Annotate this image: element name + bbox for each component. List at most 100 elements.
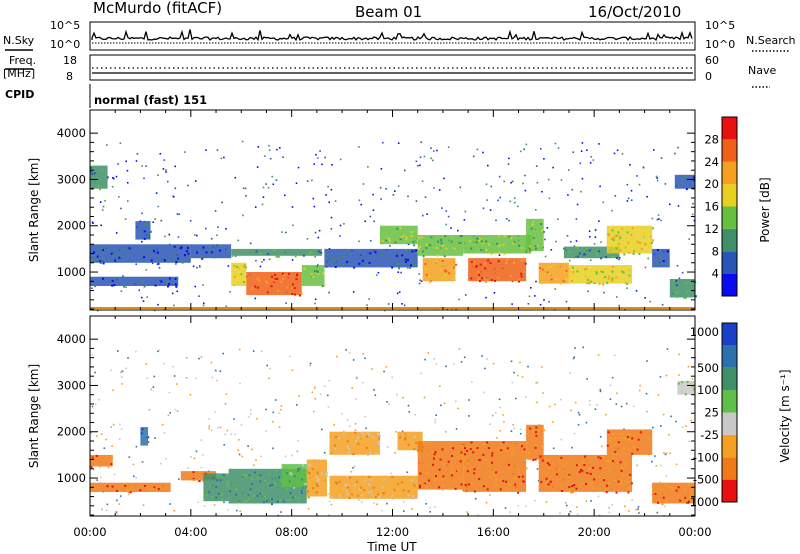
velocity-speckle	[311, 468, 314, 471]
power-noise-point	[367, 166, 369, 168]
power-speckle	[444, 273, 447, 276]
power-noise-point	[368, 298, 370, 300]
power-speckle	[686, 290, 689, 293]
velocity-speckle	[346, 476, 349, 478]
velocity-speckle	[110, 463, 113, 466]
velocity-noise-point	[527, 365, 529, 368]
velocity-noise-point	[119, 495, 122, 497]
velocity-noise-point	[559, 398, 562, 401]
power-noise-point	[125, 286, 127, 288]
velocity-noise-point	[291, 454, 293, 457]
colorbar-frame	[721, 322, 738, 503]
power-noise-point	[377, 271, 380, 274]
velocity-speckle	[471, 483, 474, 486]
power-noise-point	[267, 187, 270, 189]
velocity-speckle	[505, 480, 508, 483]
velocity-speckle	[368, 434, 371, 437]
velocity-speckle	[335, 436, 338, 438]
velocity-speckle	[262, 501, 265, 504]
velocity-speckle	[436, 477, 439, 480]
velocity-speckle	[451, 474, 454, 477]
velocity-noise-point	[313, 387, 316, 389]
velocity-speckle	[464, 458, 467, 461]
power-echo-region-20	[652, 248, 670, 268]
power-speckle	[628, 251, 631, 254]
velocity-speckle	[508, 463, 510, 466]
velocity-noise-point	[586, 378, 588, 380]
power-speckle	[448, 272, 451, 275]
power-noise-point	[366, 304, 368, 306]
power-speckle	[403, 263, 406, 265]
power-speckle	[475, 241, 478, 244]
power-speckle	[101, 248, 104, 251]
velocity-speckle	[248, 498, 250, 501]
velocity-speckle	[597, 456, 600, 459]
power-noise-point	[156, 263, 159, 266]
power-noise-point	[550, 249, 553, 251]
velocity-speckle	[312, 487, 315, 490]
velocity-speckle	[402, 433, 405, 436]
power-speckle	[525, 250, 528, 253]
velocity-speckle	[639, 431, 642, 434]
power-noise-point	[476, 148, 479, 151]
power-noise-point	[392, 194, 395, 196]
power-speckle	[143, 256, 146, 259]
power-noise-point	[135, 263, 137, 265]
velocity-noise-point	[440, 404, 442, 407]
power-speckle	[112, 254, 115, 257]
power-speckle	[497, 276, 500, 279]
colorbar-segment	[722, 139, 737, 162]
velocity-speckle	[241, 475, 244, 478]
velocity-speckle	[280, 479, 283, 482]
velocity-noise-point	[423, 396, 426, 399]
velocity-speckle	[427, 454, 430, 457]
power-speckle	[612, 236, 615, 239]
power-noise-point	[415, 160, 418, 163]
power-noise-point	[157, 205, 160, 208]
velocity-speckle	[348, 476, 351, 479]
power-noise-point	[590, 259, 592, 261]
velocity-noise-point	[227, 509, 229, 511]
power-noise-point	[560, 179, 563, 181]
power-noise-point	[325, 194, 327, 196]
power-speckle	[157, 251, 159, 254]
power-speckle	[436, 254, 439, 257]
power-noise-point	[407, 267, 409, 269]
velocity-speckle	[259, 492, 262, 495]
velocity-speckle	[546, 462, 549, 465]
velocity-noise-point	[668, 434, 670, 436]
power-speckle	[218, 245, 221, 248]
velocity-speckle	[627, 491, 630, 494]
velocity-speckle	[459, 460, 462, 463]
velocity-noise-point	[115, 512, 118, 515]
power-noise-point	[664, 183, 667, 185]
velocity-speckle	[540, 445, 543, 448]
velocity-speckle	[271, 483, 274, 486]
power-noise-point	[369, 215, 372, 218]
power-noise-point	[535, 280, 537, 283]
velocity-speckle	[382, 486, 384, 489]
velocity-speckle	[628, 433, 631, 436]
colorbar-tick-label: 4	[712, 267, 719, 281]
power-noise-point	[587, 290, 589, 293]
beam-title: Beam 01	[355, 3, 422, 21]
velocity-speckle	[677, 486, 680, 489]
velocity-noise-point	[350, 470, 352, 473]
velocity-noise-point	[638, 512, 640, 514]
velocity-noise-point	[455, 400, 457, 403]
velocity-speckle	[606, 484, 609, 487]
velocity-noise-point	[153, 375, 156, 378]
power-noise-point	[669, 203, 671, 206]
velocity-speckle	[357, 442, 360, 445]
power-speckle	[425, 247, 428, 250]
velocity-speckle	[317, 479, 320, 482]
velocity-speckle	[334, 481, 337, 484]
velocity-speckle	[473, 468, 476, 471]
power-noise-point	[145, 269, 148, 271]
power-speckle	[655, 259, 657, 262]
power-noise-point	[136, 153, 139, 155]
power-speckle	[303, 267, 306, 270]
velocity-noise-point	[280, 405, 283, 407]
velocity-speckle	[292, 496, 295, 499]
power-noise-point	[678, 277, 681, 280]
